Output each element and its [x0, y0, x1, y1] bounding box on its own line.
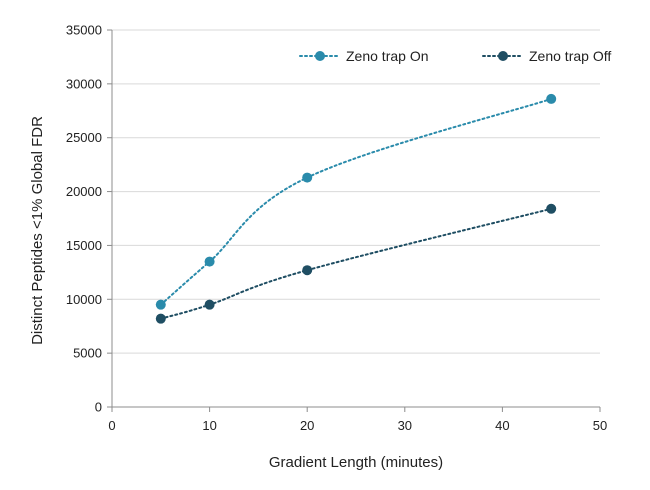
- series-group: [155, 93, 557, 324]
- x-axis-title: Gradient Length (minutes): [269, 454, 443, 471]
- y-tick-label-3: 15000: [66, 238, 102, 253]
- series-1-point-2: [302, 265, 313, 276]
- x-tick-labels: 0 10 20 30 40 50: [108, 418, 607, 433]
- gridlines: [112, 29, 600, 354]
- legend-label-0: Zeno trap On: [346, 48, 429, 64]
- x-tick-label-4: 40: [495, 418, 509, 433]
- y-tick-label-2: 10000: [66, 292, 102, 307]
- x-tick-label-5: 50: [593, 418, 607, 433]
- x-tick-label-1: 10: [202, 418, 216, 433]
- y-tick-label-1: 5000: [73, 346, 102, 361]
- y-axis-title: Distinct Peptides <1% Global FDR: [29, 116, 46, 345]
- y-tick-labels: 0 5000 10000 15000 20000 25000 30000 35000: [66, 23, 102, 415]
- series-line-0: [159, 97, 553, 306]
- series-1: [155, 203, 557, 324]
- series-0-point-0: [155, 299, 166, 310]
- y-tick-label-6: 30000: [66, 76, 102, 91]
- x-tick-label-3: 30: [398, 418, 412, 433]
- legend-item-1: Zeno trap Off: [482, 48, 611, 64]
- axes: [107, 29, 601, 412]
- x-tick-label-2: 20: [300, 418, 314, 433]
- series-0-point-2: [302, 172, 313, 183]
- series-0-point-3: [546, 93, 557, 104]
- legend-swatch-marker-0: [315, 51, 325, 61]
- legend-item-0: Zeno trap On: [299, 48, 429, 64]
- y-tick-label-5: 25000: [66, 130, 102, 145]
- series-1-point-1: [204, 299, 215, 310]
- series-0-point-1: [204, 256, 215, 267]
- legend: Zeno trap On Zeno trap Off: [299, 48, 611, 64]
- x-tick-label-0: 0: [108, 418, 115, 433]
- y-tick-label-4: 20000: [66, 184, 102, 199]
- series-1-point-3: [546, 203, 557, 214]
- legend-swatch-marker-1: [498, 51, 508, 61]
- y-tick-label-7: 35000: [66, 23, 102, 38]
- series-line-1: [159, 207, 553, 320]
- legend-label-1: Zeno trap Off: [529, 48, 611, 64]
- series-0: [155, 93, 557, 310]
- series-1-point-0: [155, 313, 166, 324]
- y-tick-label-0: 0: [95, 400, 102, 415]
